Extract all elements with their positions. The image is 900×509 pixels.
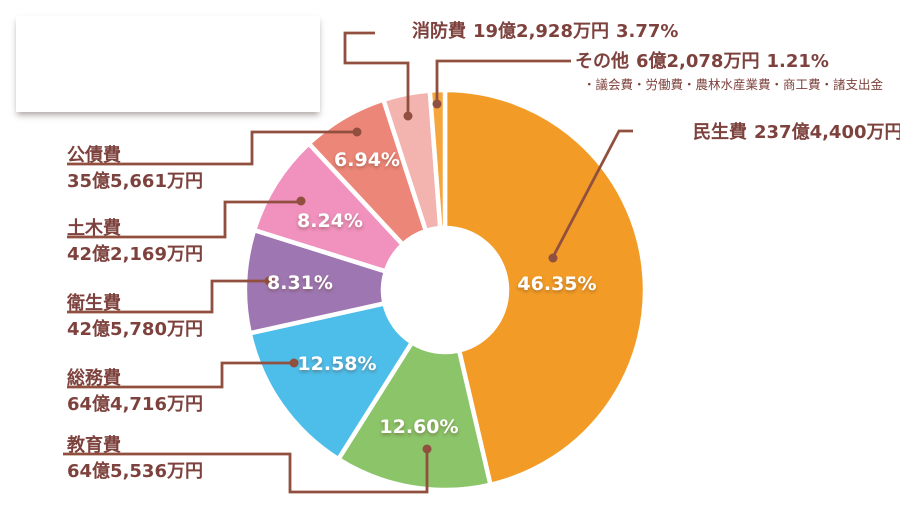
leader-line-sonota xyxy=(435,59,571,103)
callout-eiseihi-amount: 42億5,780万円 xyxy=(67,319,203,340)
leader-line-dobokuhi xyxy=(67,200,298,239)
callout-dobokuhi-amount: 42億2,169万円 xyxy=(67,244,203,265)
percent-label-eiseihi: 8.31% xyxy=(267,272,333,294)
donut-slices xyxy=(242,87,648,493)
leader-dot-dobokuhi xyxy=(296,196,306,206)
callout-shobohi-amount: 19億2,928万円 xyxy=(473,21,609,42)
callout-sonota-label: その他 xyxy=(575,51,629,72)
leader-dot-eiseihi xyxy=(264,276,274,286)
callout-somuhi-label: 総務費 xyxy=(67,368,121,389)
callout-somuhi-amount: 64億4,716万円 xyxy=(67,394,203,415)
leader-line-kyoikuhi xyxy=(63,452,429,494)
callout-kosaihi-amount: 35億5,661万円 xyxy=(67,171,203,192)
callout-sonota-percent: 1.21% xyxy=(766,51,829,72)
leader-dots xyxy=(264,99,558,454)
callout-shobohi-percent: 3.77% xyxy=(615,21,679,42)
leader-line-eiseihi xyxy=(67,279,266,314)
callout-eiseihi-label: 衛生費 xyxy=(67,293,121,314)
leader-line-kosaihi xyxy=(67,130,354,166)
leader-line-minseihi xyxy=(551,129,633,258)
leader-line-somuhi xyxy=(67,361,291,389)
callout-minseihi: 民生費 237億4,400万円 xyxy=(693,122,900,145)
leader-dot-somuhi xyxy=(289,358,299,368)
callout-dobokuhi-label: 土木費 xyxy=(67,218,121,239)
percent-label-somuhi: 12.58% xyxy=(297,353,377,375)
callout-kosaihi-label: 公債費 xyxy=(67,145,121,166)
percent-label-minseihi: 46.35% xyxy=(517,273,597,295)
leader-dot-shobohi xyxy=(403,111,413,121)
callout-minseihi-amount: 237億4,400万円 xyxy=(754,122,900,143)
leader-lines xyxy=(63,31,633,494)
percent-label-kosaihi: 6.94% xyxy=(334,149,400,171)
leader-line-shobohi xyxy=(343,31,410,114)
leader-dot-sonota xyxy=(432,99,442,109)
callout-kyoikuhi-amount: 64億5,536万円 xyxy=(67,461,203,482)
slice-kyoikuhi xyxy=(335,339,494,493)
percent-label-dobokuhi: 8.24% xyxy=(297,210,363,232)
slice-minseihi xyxy=(442,87,648,488)
percent-label-kyoikuhi: 12.60% xyxy=(379,416,459,438)
callout-sonota-note: ・議会費・労働費・農林水産業費・商工費・諸支出金 xyxy=(583,76,884,92)
callout-sonota-amount: 6億2,078万円 xyxy=(636,51,760,72)
callout-shobohi-label: 消防費 xyxy=(412,21,466,42)
callout-sonota: その他 6億2,078万円 1.21% ・議会費・労働費・農林水産業費・商工費・諸支… xyxy=(575,51,883,92)
leader-dot-minseihi xyxy=(548,253,558,263)
callout-minseihi-label: 民生費 xyxy=(693,122,747,143)
slice-somuhi xyxy=(247,300,416,463)
slice-sonota xyxy=(427,87,448,231)
callout-kyoikuhi-label: 教育費 xyxy=(67,435,121,456)
leader-dot-kosaihi xyxy=(352,127,362,137)
callout-shobohi: 消防費 19億2,928万円 3.77% xyxy=(412,21,678,44)
leader-dot-kyoikuhi xyxy=(422,444,432,454)
decorative-shadow-band xyxy=(16,16,320,112)
